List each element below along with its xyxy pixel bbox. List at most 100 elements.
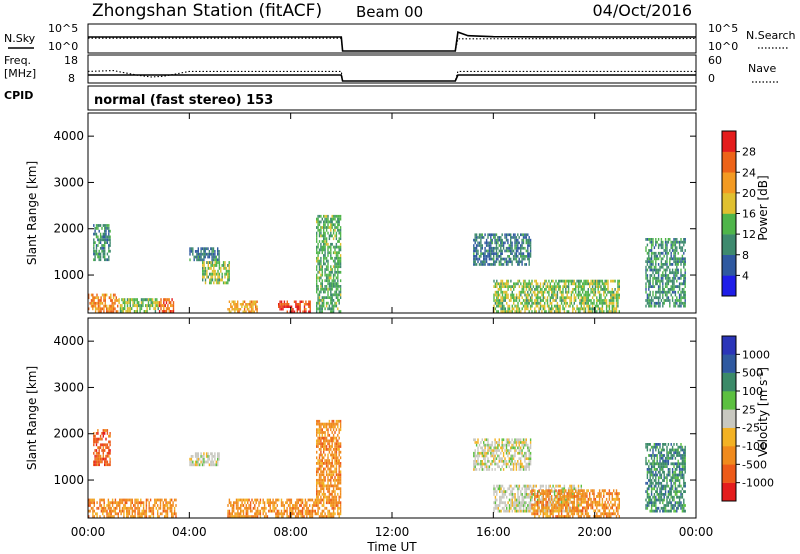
heatmap-cell [573,288,575,291]
heatmap-cell [674,243,677,247]
heatmap-cell [495,249,498,253]
heatmap-cell [324,251,326,255]
heatmap-cell [529,241,532,245]
heatmap-cell [212,460,215,464]
heatmap-cell [323,490,325,493]
heatmap-cell [559,296,561,300]
heatmap-cell [522,285,525,288]
heatmap-cell [263,509,266,513]
heatmap-cell [503,296,505,300]
heatmap-cell [648,285,650,288]
heatmap-cell [138,509,141,513]
heatmap-cell [504,236,506,239]
heatmap-cell [327,296,329,299]
heatmap-cell [600,288,602,291]
heatmap-cell [579,293,581,297]
heatmap-cell [214,252,216,256]
heatmap-cell [317,470,319,474]
heatmap-cell [515,501,518,505]
heatmap-cell [330,473,332,477]
heatmap-cell [614,293,616,297]
heatmap-cell [278,498,280,502]
heatmap-cell [531,310,533,313]
heatmap-cell [494,504,497,507]
heatmap-cell [669,238,671,241]
heatmap-cell [477,260,479,264]
heatmap-cell [499,490,501,493]
heatmap-cell [594,279,597,283]
heatmap-cell [556,497,559,501]
heatmap-cell [318,501,321,505]
heatmap-cell [217,452,219,456]
heatmap-cell [323,223,325,227]
heatmap-cell [589,299,591,302]
heatmap-cell [541,310,543,313]
heatmap-cell [94,463,96,467]
heatmap-cell [95,463,98,467]
heatmap-cell [194,455,197,458]
heatmap-cell [646,490,649,493]
heatmap-cell [569,497,571,501]
heatmap-cell [338,448,340,451]
heatmap-cell [332,495,335,499]
heatmap-cell [235,498,238,502]
heatmap-cell [655,276,657,280]
heatmap-cell [558,492,560,496]
heatmap-cell [320,234,322,238]
heatmap-cell [136,298,138,302]
heatmap-cell [93,460,95,464]
heatmap-cell [524,454,526,458]
heatmap-cell [645,268,647,272]
heatmap-cell [104,246,106,250]
heatmap-cell [501,249,503,253]
heatmap-cell [525,451,527,455]
heatmap-cell [335,467,338,471]
heatmap-cell [136,301,138,305]
heatmap-cell [484,457,486,460]
heatmap-cell [335,237,338,241]
heatmap-cell [511,307,513,311]
heatmap-cell [88,504,90,507]
heatmap-cell [617,293,619,297]
heatmap-cell [650,251,653,255]
heatmap-cell [316,433,318,437]
heatmap-cell [587,497,589,501]
heatmap-cell [103,506,105,510]
heatmap-cell [576,509,578,513]
heatmap-cell [532,487,535,491]
heatmap-cell [338,498,340,502]
heatmap-cell [655,290,657,294]
heatmap-cell [580,293,582,297]
heatmap-cell [555,484,557,488]
heatmap-cell [152,509,155,513]
heatmap-cell [649,274,651,277]
heatmap-cell [521,257,523,261]
heatmap-cell [109,229,111,233]
heatmap-cell [500,490,502,493]
heatmap-cell [506,285,508,288]
heatmap-cell [652,271,654,275]
heatmap-cell [549,492,551,496]
heatmap-cell [558,288,560,291]
heatmap-cell [97,304,100,308]
heatmap-cell [256,305,258,308]
heatmap-cell [299,504,301,507]
heatmap-cell [131,298,133,302]
heatmap-cell [165,504,167,507]
heatmap-cell [591,285,594,288]
heatmap-cell [206,261,208,264]
heatmap-cell [576,506,578,510]
heatmap-cell [121,304,123,308]
heatmap-cell [228,509,231,513]
heatmap-cell [497,236,499,239]
heatmap-cell [615,489,618,493]
heatmap-cell [490,244,492,247]
heatmap-cell [645,304,647,308]
heatmap-cell [490,255,492,258]
heatmap-cell [587,279,589,283]
heatmap-cell [504,501,506,505]
heatmap-cell [108,235,110,239]
heatmap-cell [546,299,549,302]
heatmap-cell [594,285,597,288]
heatmap-cell [605,299,608,302]
